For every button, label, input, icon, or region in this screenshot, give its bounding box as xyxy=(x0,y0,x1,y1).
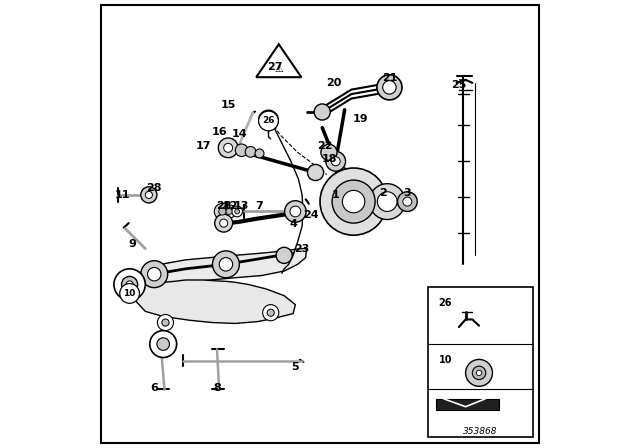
Circle shape xyxy=(320,168,387,235)
Polygon shape xyxy=(130,280,296,323)
Text: 17: 17 xyxy=(196,141,211,151)
Bar xyxy=(428,287,532,437)
Circle shape xyxy=(397,192,417,211)
Text: 14: 14 xyxy=(232,129,247,139)
Text: 9: 9 xyxy=(128,239,136,249)
Text: ⚠: ⚠ xyxy=(275,64,283,73)
Circle shape xyxy=(114,269,145,300)
Circle shape xyxy=(220,219,228,227)
Circle shape xyxy=(232,206,243,217)
Text: 15: 15 xyxy=(220,100,236,110)
Circle shape xyxy=(224,143,233,152)
Circle shape xyxy=(145,191,152,198)
Circle shape xyxy=(212,251,239,278)
Circle shape xyxy=(285,201,306,222)
Text: 28: 28 xyxy=(216,201,232,211)
Polygon shape xyxy=(256,44,301,77)
Circle shape xyxy=(245,146,256,157)
Circle shape xyxy=(326,151,346,171)
Circle shape xyxy=(219,258,233,271)
Text: 20: 20 xyxy=(326,78,341,88)
Text: 28: 28 xyxy=(147,183,162,193)
Circle shape xyxy=(307,164,324,181)
Text: 4: 4 xyxy=(289,219,297,229)
Circle shape xyxy=(148,267,161,281)
Text: 18: 18 xyxy=(321,154,337,164)
Text: 21: 21 xyxy=(381,73,397,83)
Circle shape xyxy=(120,284,140,303)
Polygon shape xyxy=(323,166,373,231)
Circle shape xyxy=(235,209,239,214)
Circle shape xyxy=(267,309,275,316)
Circle shape xyxy=(476,370,482,375)
Text: 8: 8 xyxy=(213,383,221,392)
Circle shape xyxy=(332,180,375,223)
Circle shape xyxy=(377,75,402,100)
Circle shape xyxy=(472,366,486,379)
Text: 10: 10 xyxy=(439,354,452,365)
Text: 2: 2 xyxy=(379,188,387,198)
Text: 22: 22 xyxy=(317,141,332,151)
Circle shape xyxy=(215,214,233,232)
Circle shape xyxy=(126,281,133,288)
Text: 12: 12 xyxy=(223,201,238,211)
Circle shape xyxy=(342,190,365,213)
Text: 3: 3 xyxy=(404,188,411,198)
Circle shape xyxy=(226,208,232,215)
Circle shape xyxy=(141,187,157,203)
Circle shape xyxy=(332,157,340,166)
Text: 19: 19 xyxy=(353,114,368,124)
Circle shape xyxy=(321,144,337,160)
Text: 26: 26 xyxy=(262,116,275,125)
Circle shape xyxy=(218,138,238,158)
Circle shape xyxy=(259,111,278,131)
Circle shape xyxy=(255,149,264,158)
Circle shape xyxy=(141,261,168,288)
Bar xyxy=(436,399,499,410)
Circle shape xyxy=(383,81,396,94)
Text: 6: 6 xyxy=(150,383,158,392)
Text: 25: 25 xyxy=(451,80,467,90)
Circle shape xyxy=(369,184,405,220)
Circle shape xyxy=(157,314,173,331)
Text: 353868: 353868 xyxy=(463,427,497,436)
Circle shape xyxy=(122,276,138,293)
Text: 13: 13 xyxy=(234,201,250,211)
Text: 27: 27 xyxy=(268,62,283,72)
Circle shape xyxy=(262,305,279,321)
Circle shape xyxy=(259,110,278,130)
Text: 16: 16 xyxy=(211,127,227,137)
Circle shape xyxy=(214,203,230,220)
Text: 23: 23 xyxy=(294,244,310,254)
Circle shape xyxy=(290,206,301,217)
Circle shape xyxy=(162,319,169,326)
Text: 26: 26 xyxy=(439,297,452,307)
Circle shape xyxy=(219,208,226,215)
Circle shape xyxy=(236,144,248,156)
Circle shape xyxy=(378,192,397,211)
Circle shape xyxy=(314,104,330,120)
Circle shape xyxy=(403,197,412,206)
Circle shape xyxy=(466,359,493,386)
Polygon shape xyxy=(136,249,307,287)
Circle shape xyxy=(150,331,177,358)
Text: 7: 7 xyxy=(255,201,264,211)
Text: 24: 24 xyxy=(303,210,319,220)
Circle shape xyxy=(157,338,170,350)
Text: 11: 11 xyxy=(115,190,131,200)
Circle shape xyxy=(276,247,292,263)
Circle shape xyxy=(222,205,236,218)
Text: 10: 10 xyxy=(124,289,136,298)
Text: 1: 1 xyxy=(332,190,340,200)
Text: 5: 5 xyxy=(292,362,299,372)
